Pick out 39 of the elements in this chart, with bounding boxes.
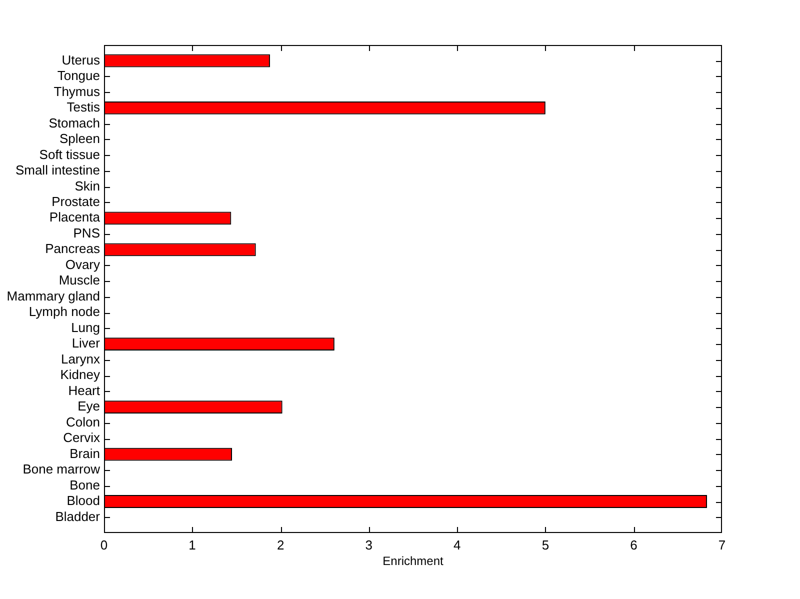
- y-tick-label: Bone marrow: [22, 462, 101, 477]
- x-tick-label: 4: [454, 537, 461, 552]
- x-tick-label: 5: [542, 537, 550, 552]
- y-tick-label: Heart: [68, 382, 100, 398]
- y-tick-label: Colon: [66, 414, 100, 430]
- x-tick-label: 0: [100, 537, 108, 552]
- x-axis-title: Enrichment: [382, 554, 444, 568]
- x-tick-label: 3: [365, 537, 372, 552]
- y-tick-label: Blood: [66, 493, 100, 508]
- x-tick-label: 2: [276, 537, 284, 552]
- y-tick-label: Ovary: [65, 256, 100, 272]
- y-tick-label: Stomach: [48, 115, 100, 130]
- x-tick-label: 7: [718, 537, 726, 552]
- y-tick-label: Bone: [70, 477, 100, 492]
- y-tick-label: Soft tissue: [39, 146, 100, 162]
- y-tick-label: Testis: [66, 100, 100, 115]
- y-tick-label: Small intestine: [15, 162, 100, 178]
- y-tick-label: Eye: [78, 398, 100, 414]
- y-tick-label: Uterus: [62, 52, 100, 68]
- y-tick-label: Spleen: [60, 131, 100, 146]
- y-tick-label: Muscle: [58, 272, 100, 288]
- y-tick-label: Larynx: [60, 351, 100, 366]
- y-tick-label: Lung: [71, 320, 100, 335]
- y-tick-label: Prostate: [52, 194, 100, 209]
- y-tick-label: Bladder: [55, 508, 101, 524]
- x-tick-label: 1: [188, 537, 196, 552]
- x-tick-label: 6: [630, 537, 638, 552]
- y-tick-label: Lymph node: [28, 304, 100, 320]
- y-tick-label: Cervix: [63, 430, 100, 446]
- y-tick-label: Tongue: [57, 68, 100, 84]
- y-tick-label: Kidney: [60, 367, 100, 382]
- y-tick-label: Pancreas: [45, 241, 100, 256]
- y-tick-label: Mammary gland: [6, 288, 100, 304]
- y-tick-label: Placenta: [49, 210, 101, 225]
- y-tick-label: PNS: [73, 225, 100, 240]
- y-tick-label: Liver: [72, 336, 101, 351]
- y-tick-label: Brain: [70, 446, 100, 461]
- y-tick-label: Thymus: [54, 84, 100, 99]
- y-tick-label: Skin: [74, 178, 100, 194]
